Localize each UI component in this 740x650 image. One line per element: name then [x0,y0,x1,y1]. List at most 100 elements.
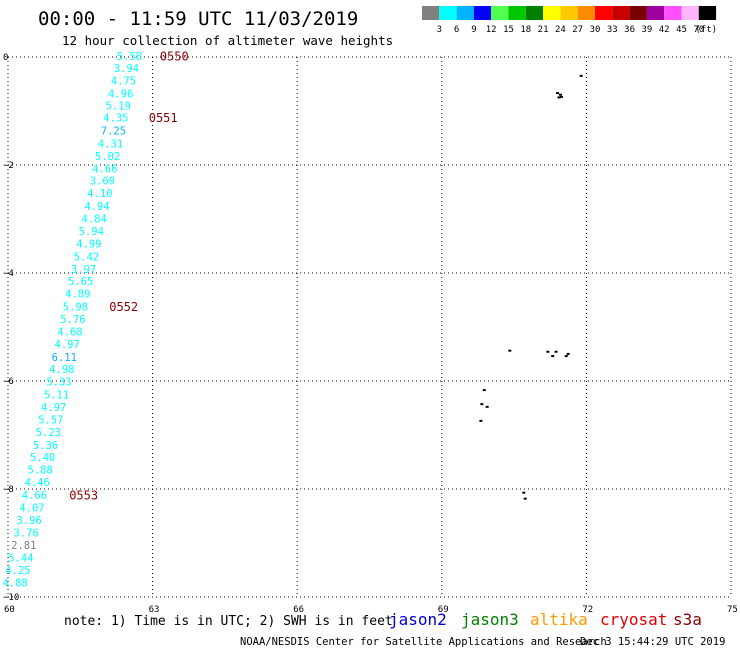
data-point-label: 4.66 [22,490,47,502]
land-speck [551,355,555,358]
colorbar-swatch [422,6,440,20]
x-tick-label: 63 [149,605,160,615]
data-point-label: 5.19 [106,101,131,113]
colorbar-swatch [612,6,630,20]
land-speck [523,497,527,500]
y-tick-label: −10 [3,593,19,603]
legend-altika: altika [530,610,588,629]
colorbar-swatch [664,6,682,20]
y-tick-label: −4 [3,269,14,279]
data-point-label: 4.35 [103,113,128,125]
legend-note: note: 1) Time is in UTC; 2) SWH is in fe… [64,614,393,629]
land-speck [482,389,486,392]
data-point-label: 3.60 [90,176,115,188]
data-point-label: 4.07 [19,502,44,514]
colorbar-tick-label: 27 [572,25,583,35]
land-speck [485,405,489,408]
colorbar-swatch [473,6,492,20]
data-point-label: 5.98 [63,302,88,314]
colorbar-swatch [595,6,613,20]
data-point-label: 4.75 [111,75,136,87]
land-speck [508,349,512,352]
data-point-label: 4.68 [57,326,82,338]
colorbar-swatch [491,6,509,20]
footer-timestamp: Dec 3 15:44:29 UTC 2019 [580,636,725,648]
land-speck [546,350,550,353]
data-point-label: 5.65 [68,276,93,288]
y-tick-label: −8 [3,485,14,495]
data-point-label: 5.57 [38,414,63,426]
legend-cryosat: cryosat [600,610,667,629]
land-speck [480,403,484,406]
data-point-label: 5.02 [95,151,120,163]
colorbar-swatch [681,6,699,20]
x-tick-label: 75 [727,605,738,615]
data-point-label: 5.58 [117,51,142,63]
data-point-label: 3.97 [71,264,96,276]
colorbar-tick-label: 6 [454,25,459,35]
data-point-label: 4.10 [87,188,112,200]
land-speck [479,419,483,422]
data-point-label: 5.36 [33,440,58,452]
data-point-label: 4.84 [82,214,107,226]
colorbar-swatch [439,6,457,20]
colorbar-swatch [508,6,526,20]
legend: note: 1) Time is in UTC; 2) SWH is in fe… [64,610,702,629]
data-point-label: 4.96 [108,88,133,100]
data-point-label: 4.66 [92,163,117,175]
legend-s3a: s3a [673,610,702,629]
colorbar-unit: (ft) [695,25,717,35]
x-tick-label: 66 [293,605,304,615]
colorbar-tick-label: 30 [590,25,601,35]
time-label: 0550 [160,50,189,64]
land-speck [558,93,562,96]
colorbar-tick-label: 70 [693,25,704,35]
data-point-label: 5.88 [28,465,53,477]
data-point-label: 5.11 [44,390,69,402]
data-point-label: 4.89 [65,289,90,301]
data-point-label: 4.97 [41,402,66,414]
x-tick-label: 60 [4,605,15,615]
legend-jason3: jason3 [461,610,519,629]
legend-jason2: jason2 [389,610,447,629]
colorbar-swatch [698,6,717,20]
colorbar-tick-label: 33 [607,25,618,35]
land-speck [522,491,526,494]
time-label: 0551 [149,111,178,125]
data-point-label: 5.23 [36,427,61,439]
chart-title: 00:00 - 11:59 UTC 11/03/2019 [38,8,358,30]
data-point-label: 5.44 [8,553,33,565]
data-point-label: 7.25 [101,126,126,138]
colorbar-swatch [646,6,665,20]
x-tick-label: 72 [582,605,593,615]
land-speck [564,355,568,358]
data-point-label: 4.99 [76,238,101,250]
data-point-label: 2.81 [11,540,36,552]
data-point-label: 4.25 [5,565,30,577]
plot-area: 0 −2 −4 −6 −8 −10 60 63 66 69 72 75 5.583.944.754.96… [2,50,737,616]
data-point-label: 5.42 [74,251,99,263]
land-speck [556,92,560,95]
colorbar-tick-label: 36 [624,25,635,35]
y-tick-label: 0 [3,53,8,63]
colorbar-swatch [560,6,578,20]
land-speck [559,95,563,98]
data-point-label: 6.11 [52,352,77,364]
data-point-label: 5.33 [46,377,71,389]
y-tick-label: −2 [3,161,14,171]
chart-subtitle: 12 hour collection of altimeter wave hei… [62,33,393,48]
colorbar-tick-label: 18 [520,25,531,35]
data-point-label: 3.96 [16,515,41,527]
time-label: 0553 [69,489,98,503]
colorbar-swatch [543,6,561,20]
colorbar-tick-label: 42 [659,25,670,35]
data-point-label: 4.88 [2,578,27,590]
time-label: 0552 [109,300,138,314]
colorbar-tick-label: 39 [641,25,652,35]
land-speck [566,352,570,355]
footer-credit: NOAA/NESDIS Center for Satellite Applica… [240,636,607,648]
land-speck [557,96,561,99]
colorbar: 3 6 9 12 15 18 21 24 27 30 33 36 39 42 45 70(ft) [422,6,717,35]
data-point-label: 5.40 [30,452,55,464]
